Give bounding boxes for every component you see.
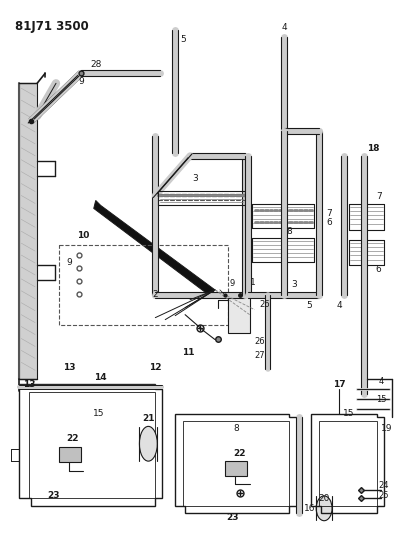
Bar <box>19 83 37 379</box>
Text: 18: 18 <box>367 144 380 154</box>
Text: 10: 10 <box>77 231 89 240</box>
Text: 6: 6 <box>326 218 332 227</box>
Text: 3: 3 <box>192 174 198 183</box>
Text: 12: 12 <box>149 363 162 372</box>
Text: 19: 19 <box>381 424 392 433</box>
Bar <box>225 461 247 475</box>
Text: 1: 1 <box>250 278 256 287</box>
Text: 8: 8 <box>234 424 240 433</box>
Text: 24: 24 <box>378 481 389 490</box>
Text: 13: 13 <box>62 363 75 372</box>
Text: 22: 22 <box>66 434 79 443</box>
Text: 4: 4 <box>282 23 287 32</box>
Text: 20: 20 <box>318 494 330 503</box>
Text: 25: 25 <box>378 491 389 500</box>
Text: 27: 27 <box>254 351 265 360</box>
Text: 15: 15 <box>377 394 387 403</box>
Ellipse shape <box>139 426 157 461</box>
Text: 17: 17 <box>333 379 345 389</box>
Text: 22: 22 <box>234 449 246 458</box>
Text: 3: 3 <box>291 280 297 289</box>
Text: 2: 2 <box>152 290 158 300</box>
Text: 15: 15 <box>343 409 355 418</box>
Text: 14: 14 <box>94 373 107 382</box>
Text: 7: 7 <box>376 192 382 201</box>
Bar <box>59 245 228 325</box>
Text: 9: 9 <box>78 77 84 86</box>
Bar <box>228 295 250 333</box>
Text: 9: 9 <box>229 279 234 288</box>
Text: 8: 8 <box>287 227 292 236</box>
Text: 81J71 3500: 81J71 3500 <box>15 20 89 33</box>
Text: 28: 28 <box>90 60 101 69</box>
Text: 4: 4 <box>336 301 342 310</box>
Text: 26: 26 <box>254 337 265 346</box>
Text: 6: 6 <box>376 265 382 274</box>
Text: 5: 5 <box>306 301 312 310</box>
Polygon shape <box>94 200 215 296</box>
Text: 23: 23 <box>47 491 59 500</box>
Text: 11: 11 <box>182 348 194 357</box>
Text: 16: 16 <box>304 504 315 513</box>
Text: 15: 15 <box>93 409 104 418</box>
Ellipse shape <box>316 496 332 521</box>
Bar <box>59 447 81 462</box>
Text: 9: 9 <box>66 257 72 266</box>
Text: 5: 5 <box>180 35 186 44</box>
Text: 13: 13 <box>23 379 35 389</box>
Text: 23: 23 <box>226 513 239 522</box>
Text: 26: 26 <box>259 300 270 309</box>
Text: 7: 7 <box>326 209 332 218</box>
Text: 21: 21 <box>142 415 154 423</box>
Text: 4: 4 <box>379 377 384 386</box>
